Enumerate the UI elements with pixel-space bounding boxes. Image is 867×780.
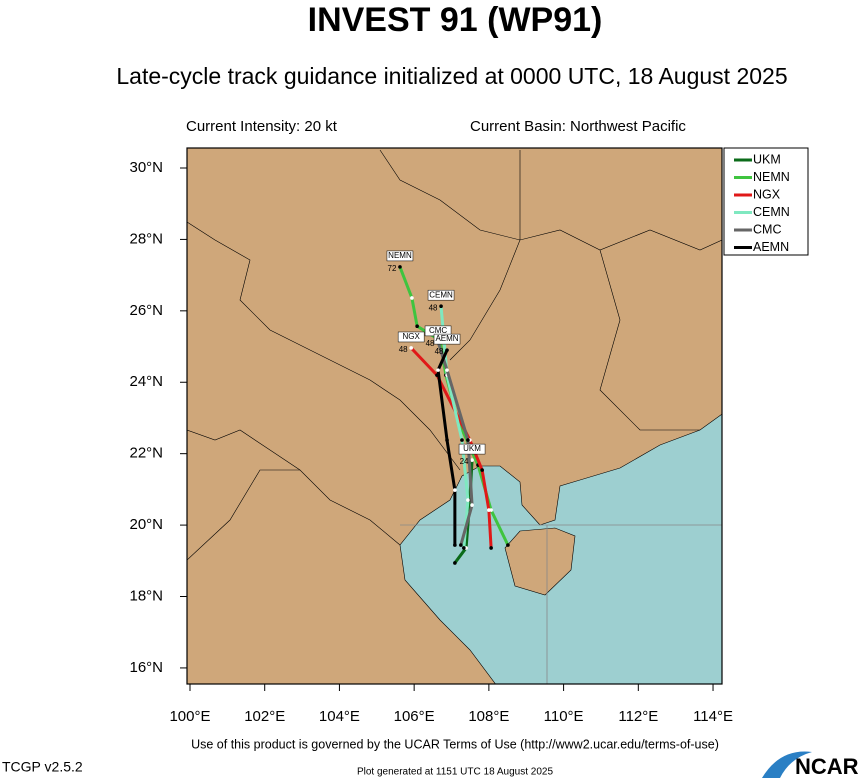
end-hour: 48	[429, 303, 438, 312]
end-label: CMC	[429, 326, 447, 335]
x-tick-label: 106°E	[394, 708, 435, 725]
x-tick-label: 100°E	[169, 708, 210, 725]
map-frame	[186, 147, 723, 685]
map	[187, 148, 722, 684]
legend-label: CMC	[753, 222, 781, 236]
x-tick-label: 108°E	[468, 708, 509, 725]
borders	[187, 149, 722, 561]
x-tick-label: 112°E	[618, 708, 658, 725]
intensity: Current Intensity: 20 kt	[186, 118, 338, 135]
track-point	[470, 503, 474, 507]
track-point	[453, 561, 457, 565]
y-tick-label: 26°N	[129, 302, 163, 319]
track-point	[462, 546, 466, 550]
generated: Plot generated at 1151 UTC 18 August 202…	[357, 767, 554, 778]
end-label: AEMN	[435, 334, 458, 343]
track-point	[506, 543, 510, 547]
end-label-box	[427, 289, 455, 301]
track-point	[487, 508, 491, 512]
y-tick-label: 16°N	[129, 659, 163, 676]
y-tick-label: 28°N	[129, 230, 163, 247]
track-point	[409, 346, 413, 350]
end-label-box	[386, 250, 414, 262]
logo-swoosh	[762, 751, 812, 778]
end-hour: 48	[399, 345, 408, 354]
legend-label: UKM	[753, 152, 781, 166]
end-label: UKM	[463, 444, 481, 453]
track-point	[415, 324, 419, 328]
y-tick-label: 22°N	[129, 445, 163, 462]
end-label: NGX	[402, 332, 420, 341]
y-tick-label: 30°N	[129, 159, 163, 176]
track-point	[398, 265, 402, 269]
x-tick-label: 110°E	[544, 708, 584, 725]
end-label-box	[458, 443, 486, 455]
x-tick-label: 102°E	[244, 708, 285, 725]
x-tick-label: 104°E	[319, 708, 360, 725]
end-label-box	[433, 333, 461, 345]
y-tick-label: 18°N	[129, 587, 163, 604]
track-point	[410, 296, 414, 300]
y-tick-label: 20°N	[129, 516, 163, 533]
terms: Use of this product is governed by the U…	[191, 737, 719, 751]
end-hour: 24	[460, 457, 469, 466]
track-point	[436, 368, 440, 372]
track-point	[460, 438, 464, 442]
track-point	[453, 543, 457, 547]
track-point	[466, 498, 470, 502]
legend-label: AEMN	[753, 240, 789, 254]
end-hour: 48	[426, 339, 435, 348]
legend-label: NGX	[753, 187, 781, 201]
tracks	[398, 265, 510, 565]
track-point	[470, 458, 474, 462]
chart-subtitle: Late-cycle track guidance initialized at…	[116, 63, 787, 89]
hainan	[504, 527, 576, 596]
legend	[723, 147, 809, 256]
logo: NCAR	[795, 754, 859, 779]
legend-label: NEMN	[753, 170, 790, 184]
track-point	[489, 546, 493, 550]
end-label: NEMN	[388, 251, 412, 260]
end-hour: 48	[435, 347, 444, 356]
end-hour: 72	[388, 264, 397, 273]
track-line	[410, 346, 493, 549]
end-label-box	[397, 331, 425, 343]
track-point	[445, 368, 449, 372]
legend-label: CEMN	[753, 205, 790, 219]
track-point	[439, 304, 443, 308]
track-point	[445, 348, 449, 352]
end-label: CEMN	[429, 290, 453, 299]
track-point	[445, 438, 449, 442]
y-tick-label: 24°N	[129, 373, 163, 390]
track-point	[466, 438, 470, 442]
track-point	[453, 488, 457, 492]
track-point	[459, 543, 463, 547]
chart-title: INVEST 91 (WP91)	[308, 1, 603, 39]
x-tick-label: 114°E	[693, 708, 733, 725]
version: TCGP v2.5.2	[2, 759, 83, 775]
track-point	[480, 468, 484, 472]
basin: Current Basin: Northwest Pacific	[470, 118, 686, 135]
